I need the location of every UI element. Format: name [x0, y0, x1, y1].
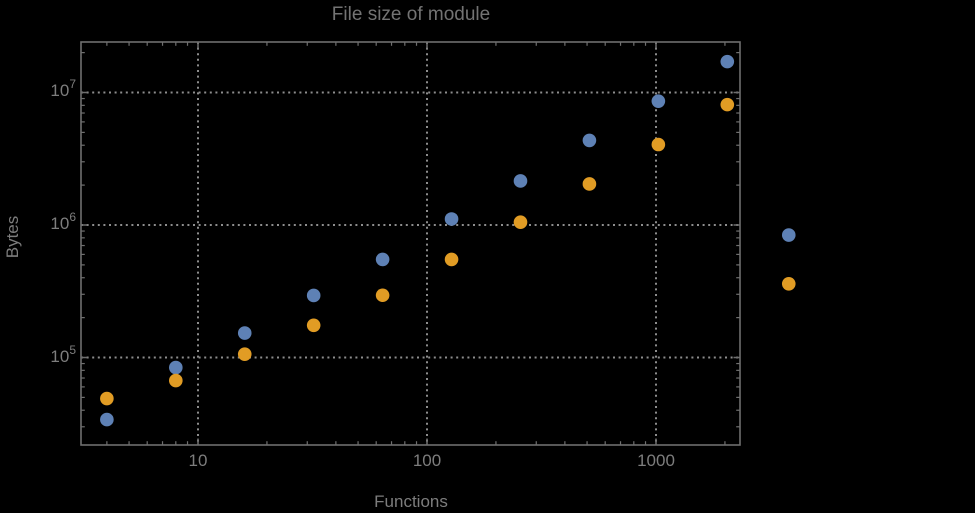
data-point-orange	[169, 373, 183, 388]
data-point-orange	[444, 252, 459, 267]
data-point-blue	[781, 228, 796, 242]
data-point-orange	[513, 215, 528, 229]
data-point-blue	[237, 326, 252, 340]
data-point-orange	[651, 137, 666, 152]
plot-frame	[80, 41, 741, 446]
data-point-orange	[306, 318, 321, 333]
data-point-orange	[582, 177, 597, 191]
chart-title: File size of module	[331, 4, 491, 25]
data-point-orange	[237, 347, 252, 361]
y-tick-base: 10	[50, 81, 70, 100]
y-tick-base: 10	[50, 347, 70, 366]
data-point-orange	[375, 288, 390, 303]
data-point-blue	[582, 133, 597, 148]
y-tick-exponent: 6	[69, 210, 76, 225]
data-point-blue	[444, 212, 459, 226]
x-tick-label-10: 10	[188, 451, 208, 470]
y-tick-exponent: 7	[69, 77, 76, 92]
y-tick-base: 10	[50, 214, 70, 233]
data-point-blue	[720, 54, 735, 69]
y-tick-label-1e5: 105	[0, 343, 76, 368]
data-point-blue	[306, 288, 321, 303]
data-point-blue	[169, 360, 183, 375]
y-tick-exponent: 5	[69, 343, 76, 358]
x-tick-label-100: 100	[412, 451, 442, 470]
data-point-blue	[651, 94, 666, 108]
data-point-blue	[375, 252, 390, 267]
y-tick-label-1e6: 106	[0, 210, 76, 235]
x-axis-label: Functions	[374, 492, 448, 511]
data-point-orange	[781, 276, 796, 291]
y-tick-label-1e7: 107	[0, 77, 76, 102]
data-point-blue	[100, 412, 114, 427]
data-point-blue	[513, 174, 528, 188]
data-point-orange	[720, 97, 735, 112]
x-tick-label-1000: 1000	[637, 451, 675, 470]
data-point-orange	[100, 391, 114, 406]
